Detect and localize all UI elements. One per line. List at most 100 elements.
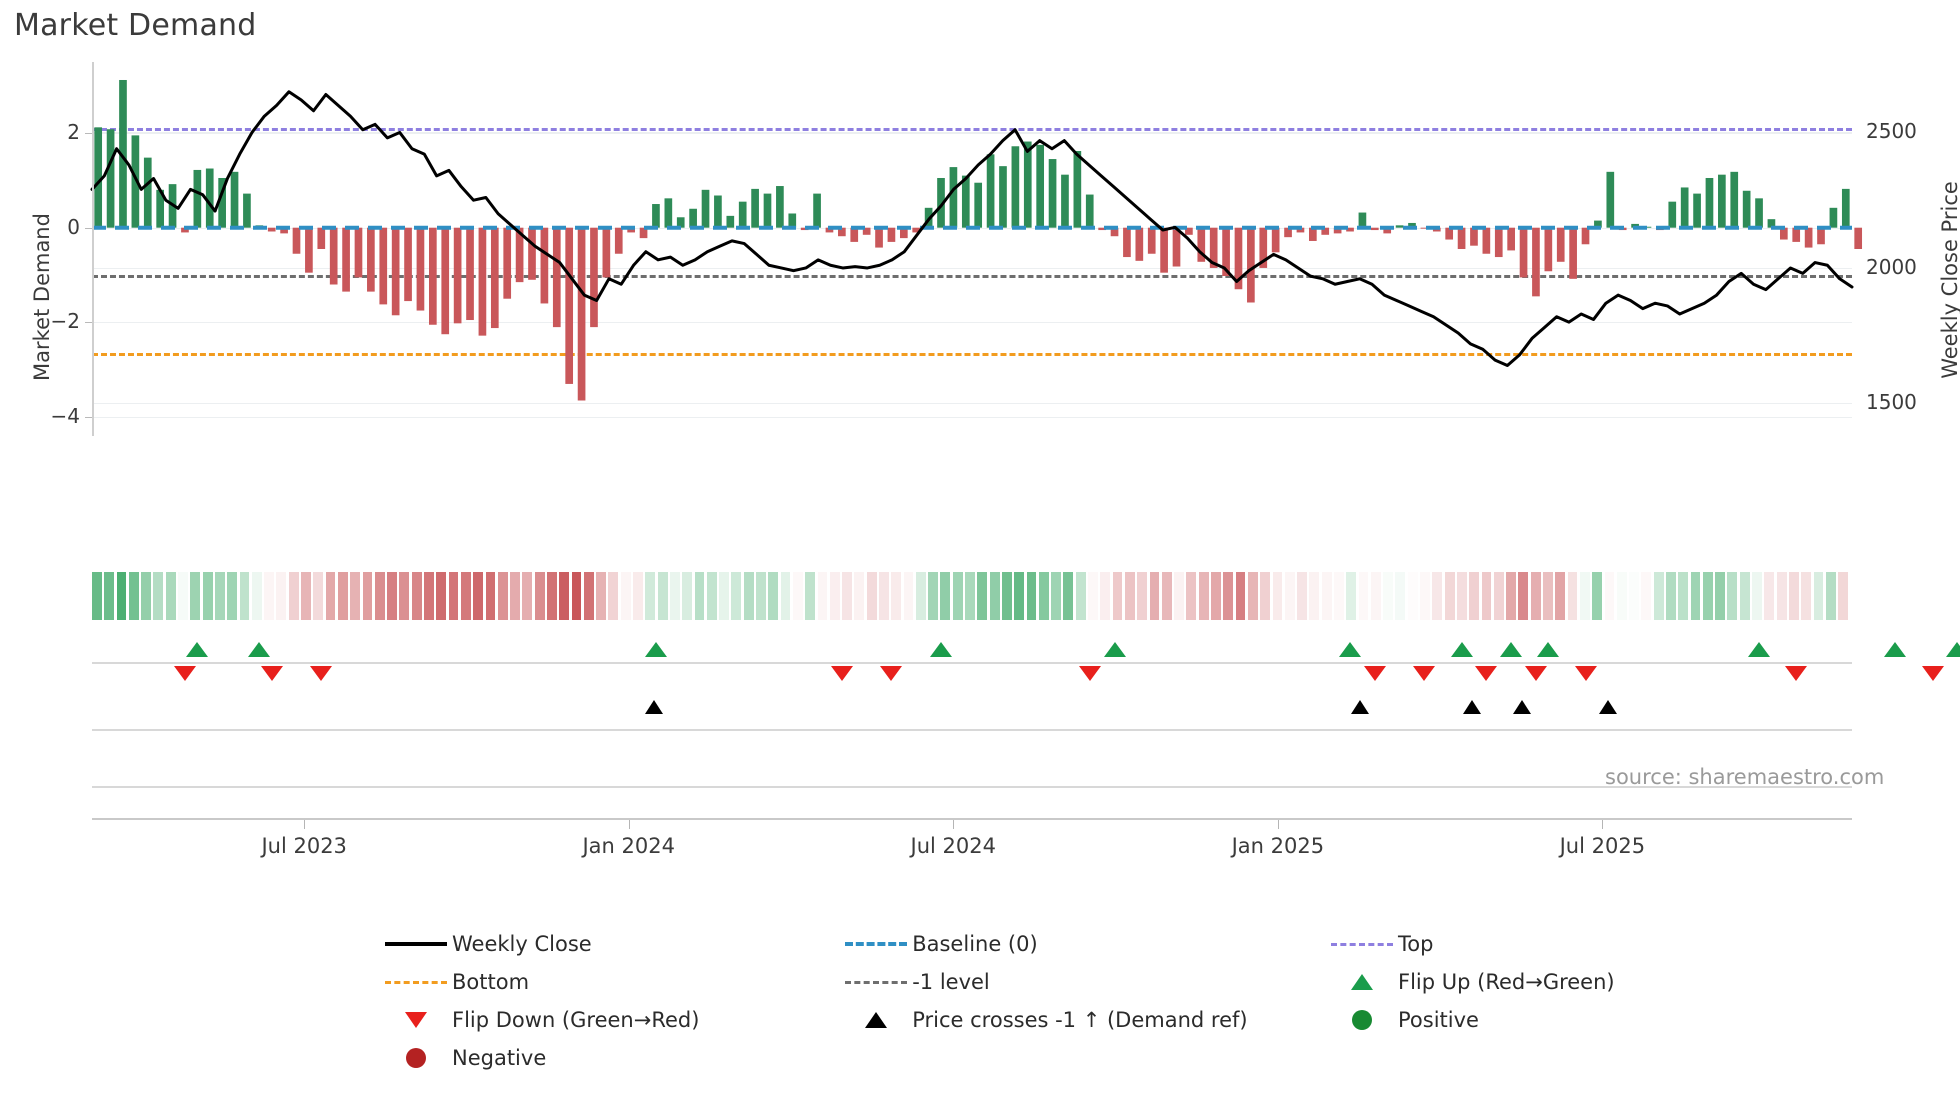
x-axis-tick-label: Jul 2025 <box>1559 834 1646 858</box>
legend-item[interactable]: Weekly Close <box>380 925 840 963</box>
heat-ribbon-cell <box>1715 572 1726 620</box>
heat-ribbon-cell <box>879 572 889 620</box>
price-cross-up-marker <box>1351 700 1370 714</box>
heat-ribbon-cell <box>1813 572 1824 620</box>
legend-item[interactable]: Baseline (0) <box>840 925 1326 963</box>
heat-ribbon-cell <box>842 572 852 620</box>
heat-ribbon-cell <box>178 572 188 620</box>
heat-ribbon-cell <box>399 572 410 620</box>
legend-item[interactable]: Flip Up (Red→Green) <box>1326 963 1680 1001</box>
flip-down-marker <box>1921 666 1944 681</box>
heat-ribbon-cell <box>325 572 336 620</box>
flip-down-marker <box>1475 666 1498 681</box>
flip-down-marker <box>880 666 903 681</box>
flip-down-marker <box>1078 666 1101 681</box>
heat-ribbon-cell <box>1420 572 1430 620</box>
heat-ribbon-cell <box>1739 572 1750 620</box>
y-axis-left-tick-label: −4 <box>50 404 80 429</box>
y-axis-left-tick-label: 0 <box>67 214 80 239</box>
heat-ribbon-cell <box>903 572 914 620</box>
heat-ribbon-cell <box>1407 572 1418 620</box>
heat-ribbon-cell <box>1124 572 1135 620</box>
legend-label: Price crosses -1 ↑ (Demand ref) <box>912 1008 1248 1032</box>
gridline <box>92 322 1852 324</box>
legend-row: Bottom -1 level Flip Up (Red→Green) <box>380 963 1680 1001</box>
heat-ribbon-cell <box>1051 572 1061 620</box>
heat-ribbon-cell <box>977 572 988 620</box>
heat-ribbon-cell <box>1727 572 1738 620</box>
heat-ribbon-cell <box>1481 572 1492 620</box>
heat-ribbon-cell <box>1395 572 1406 620</box>
legend-item[interactable]: Price crosses -1 ↑ (Demand ref) <box>840 1001 1326 1039</box>
heat-ribbon-cell <box>1444 572 1455 620</box>
heat-ribbon-cell <box>485 572 496 620</box>
heat-ribbon-cell <box>436 572 447 620</box>
triangle-down-red-icon <box>380 1012 452 1028</box>
heat-ribbon-cell <box>706 572 717 620</box>
line-dashed-gray-icon <box>840 980 912 984</box>
heat-ribbon-cell <box>1321 572 1332 620</box>
heat-ribbon-cell <box>1309 572 1320 620</box>
heat-ribbon-cell <box>694 572 705 620</box>
heat-ribbon-cell <box>1223 572 1234 620</box>
heat-ribbon-cell <box>608 572 619 620</box>
flip-up-marker <box>1537 642 1560 657</box>
line-dashed-gray-glyph <box>845 980 908 984</box>
x-axis-tick-label: Jan 2025 <box>1231 834 1325 858</box>
legend-item[interactable]: Positive <box>1326 1001 1680 1039</box>
legend-item[interactable]: Top <box>1326 925 1680 963</box>
flip-down-marker <box>1574 666 1597 681</box>
price-cross-up-marker <box>644 700 663 714</box>
chart-title: Market Demand <box>14 8 257 43</box>
heat-ribbon-cell <box>915 572 926 620</box>
flip-up-marker <box>1103 642 1126 657</box>
heat-ribbon-cell <box>1026 572 1037 620</box>
flip-down-marker <box>830 666 853 681</box>
heat-ribbon-cell <box>1469 572 1480 620</box>
heat-ribbon-cell <box>424 572 434 620</box>
x-axis-tick-label: Jul 2023 <box>261 834 347 858</box>
heat-ribbon-cell <box>1567 572 1578 620</box>
heat-ribbon-cell <box>928 572 939 620</box>
heat-ribbon-cell <box>1616 572 1627 620</box>
heat-ribbon-cell <box>559 572 570 620</box>
flip-up-marker <box>186 642 209 657</box>
heat-ribbon-cell <box>1592 572 1603 620</box>
heat-ribbon-cell <box>546 572 557 620</box>
chart-legend: Weekly Close Baseline (0) Top Bottom -1 leve… <box>380 925 1680 1077</box>
dot-green-glyph <box>1352 1010 1372 1030</box>
heat-ribbon-cell <box>792 572 803 620</box>
y-axis-right-tick-label: 2500 <box>1866 119 1917 144</box>
heat-ribbon-cell <box>854 572 865 620</box>
heat-ribbon-cell <box>165 572 176 620</box>
heat-ribbon-cell <box>1333 572 1344 620</box>
x-axis-tickmark <box>304 820 306 829</box>
heat-ribbon-cell <box>756 572 766 620</box>
legend-item[interactable]: Negative <box>380 1039 840 1077</box>
heat-ribbon-cell <box>1825 572 1836 620</box>
flip-down-marker <box>1363 666 1386 681</box>
legend-label: Top <box>1398 932 1434 956</box>
heat-ribbon-cell <box>1506 572 1516 620</box>
legend-item[interactable]: Bottom <box>380 963 840 1001</box>
heat-ribbon-cell <box>522 572 533 620</box>
triangle-up-green-glyph <box>1351 974 1373 990</box>
heat-ribbon-cell <box>866 572 877 620</box>
heat-ribbon-cell <box>1653 572 1664 620</box>
heat-ribbon-cell <box>1075 572 1086 620</box>
heat-ribbon-cell <box>669 572 680 620</box>
heat-ribbon-cell <box>952 572 963 620</box>
heat-ribbon-cell <box>202 572 213 620</box>
heat-ribbon-cell <box>1776 572 1787 620</box>
heat-ribbon-cell <box>313 572 324 620</box>
legend-item[interactable]: -1 level <box>840 963 1326 1001</box>
triangle-up-black-icon <box>840 1012 912 1028</box>
legend-item[interactable]: Flip Down (Green→Red) <box>380 1001 840 1039</box>
flip-up-marker <box>1946 642 1960 657</box>
neg1-level-line <box>92 275 1852 279</box>
y-axis-left-tickmark <box>85 227 92 229</box>
heat-ribbon-cell <box>1112 572 1123 620</box>
heat-ribbon-cell <box>1629 572 1639 620</box>
y-axis-right-title: Weekly Close Price <box>1938 181 1960 379</box>
demand-bars <box>92 79 1863 401</box>
